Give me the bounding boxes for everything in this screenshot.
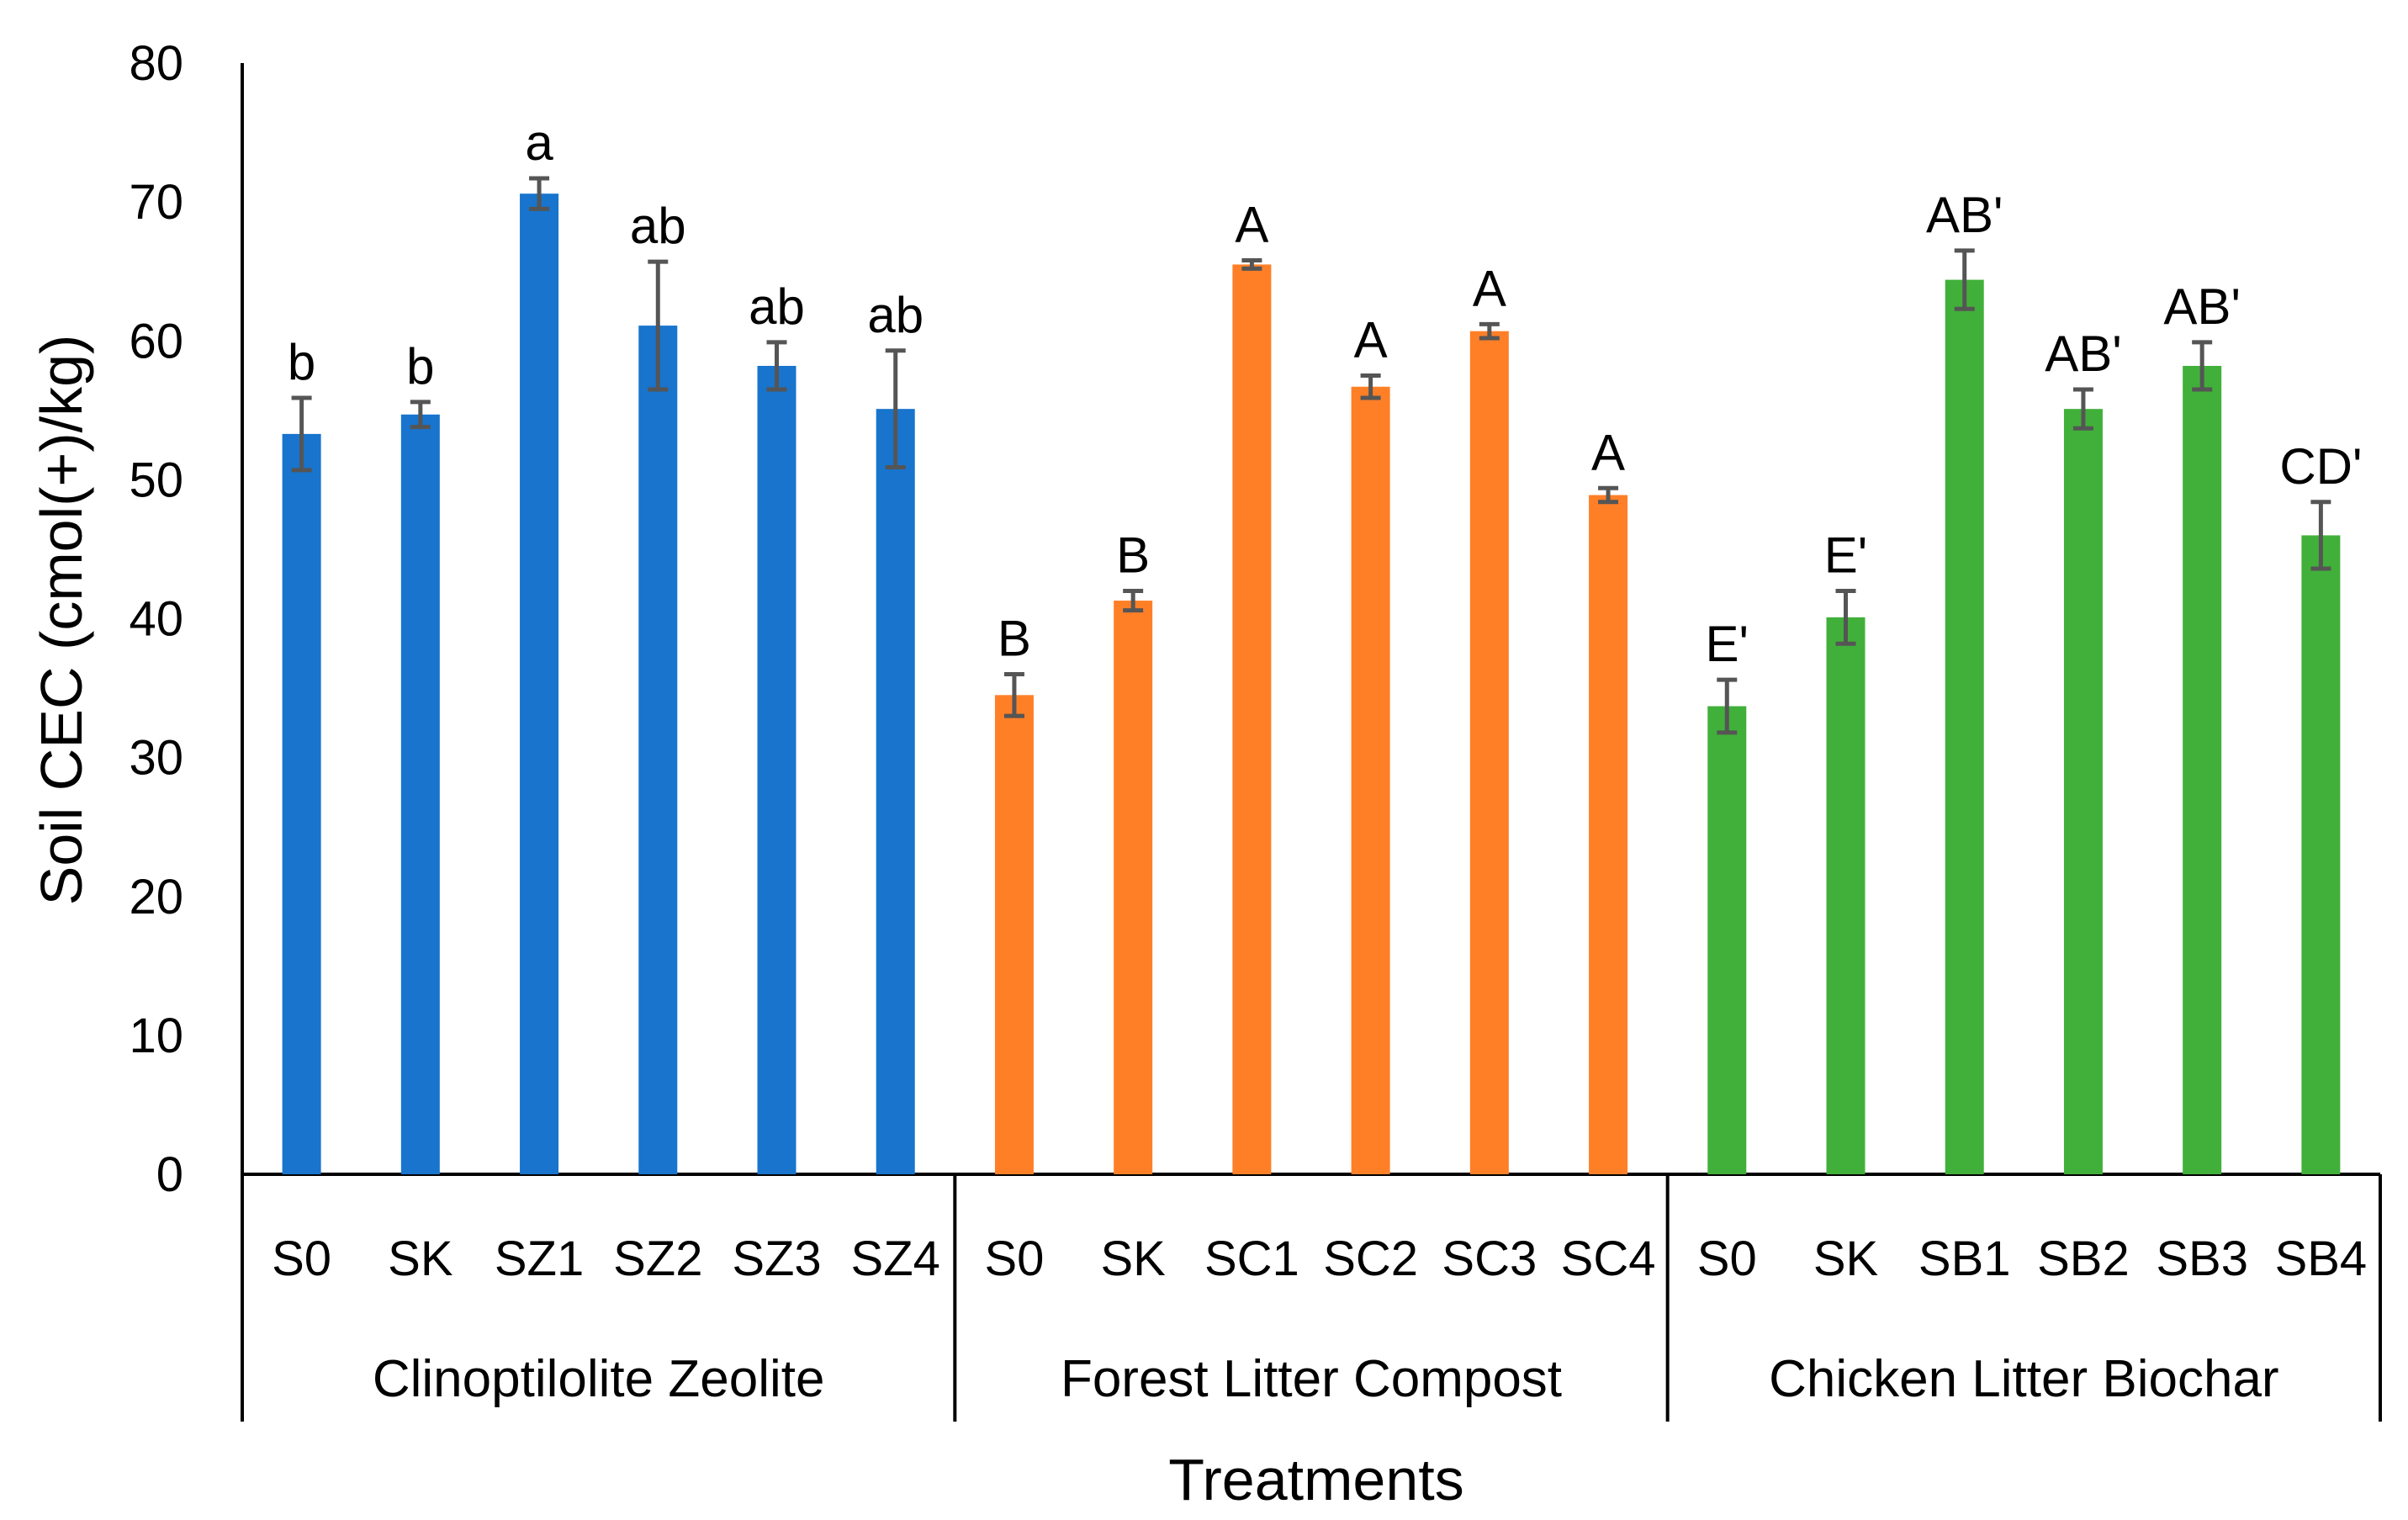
significance-label: b: [406, 338, 434, 395]
y-tick-label: 30: [129, 731, 183, 786]
bar-sc1-2: [1232, 264, 1272, 1174]
significance-label: B: [1116, 527, 1150, 583]
y-tick-label: 80: [129, 36, 183, 91]
bar-s0-1: [282, 433, 321, 1174]
y-tick-label: 70: [129, 175, 183, 230]
group-label: Forest Litter Compost: [1061, 1350, 1562, 1408]
significance-label: A: [1473, 260, 1506, 316]
x-tick-label: SK: [1100, 1231, 1166, 1286]
bar-s0-2: [994, 695, 1034, 1174]
bar-sz3-1: [757, 365, 796, 1174]
y-tick-label: 40: [129, 592, 183, 647]
x-tick-label: S0: [272, 1231, 331, 1286]
bar-sz4-1: [876, 409, 915, 1174]
bar-sb4-3: [2301, 535, 2341, 1174]
x-tick-label: SC3: [1442, 1231, 1537, 1286]
x-tick-label: SZ4: [851, 1231, 940, 1286]
bar-sc3-2: [1469, 331, 1509, 1174]
y-axis-title: Soil CEC (cmol(+)/kg): [29, 335, 94, 906]
bar-sz2-1: [638, 326, 678, 1174]
bar-s0-3: [1707, 706, 1747, 1174]
significance-label: a: [525, 114, 553, 171]
significance-label: b: [288, 334, 315, 390]
y-tick-label: 20: [129, 870, 183, 924]
significance-label: ab: [630, 198, 686, 254]
bar-sb3-3: [2183, 365, 2222, 1174]
group-label: Clinoptilolite Zeolite: [373, 1350, 825, 1408]
significance-label: B: [998, 611, 1031, 667]
significance-label: ab: [867, 287, 924, 343]
x-axis-title: Treatments: [1168, 1447, 1463, 1512]
bar-sc4-2: [1589, 495, 1628, 1174]
bar-sk-3: [1826, 617, 1866, 1174]
x-tick-label: S0: [984, 1231, 1044, 1286]
bar-sc2-2: [1351, 386, 1390, 1175]
x-tick-label: SC2: [1323, 1231, 1418, 1286]
bar-sz1-1: [520, 193, 559, 1174]
bar-sb1-3: [1945, 279, 1984, 1175]
significance-label: ab: [749, 278, 805, 335]
x-tick-label: SB4: [2275, 1231, 2368, 1286]
significance-label: AB': [2045, 326, 2122, 382]
significance-label: AB': [2163, 278, 2241, 335]
y-tick-label: 0: [156, 1147, 183, 1202]
x-tick-label: SZ3: [732, 1231, 821, 1286]
x-tick-label: SZ1: [495, 1231, 584, 1286]
significance-label: AB': [1926, 187, 2003, 243]
bar-sb2-3: [2063, 409, 2103, 1174]
x-tick-label: SZ2: [613, 1231, 702, 1286]
significance-label: A: [1591, 424, 1625, 480]
y-tick-label: 50: [129, 453, 183, 507]
significance-label: E': [1706, 616, 1749, 672]
plot-area: 0 10 20 30 40 50 60 70 80 b S0 b SK a SZ1 ab SZ2 ab SZ3 ab S…: [129, 36, 2382, 1422]
significance-label: E': [1824, 527, 1867, 583]
bar-sk-2: [1114, 601, 1153, 1174]
significance-label: A: [1235, 196, 1268, 252]
x-tick-label: SB2: [2037, 1231, 2130, 1286]
y-tick-label: 60: [129, 314, 183, 368]
x-tick-label: S0: [1697, 1231, 1757, 1286]
x-tick-label: SB1: [1918, 1231, 2011, 1286]
x-tick-label: SK: [1813, 1231, 1879, 1286]
bar-sk-1: [400, 414, 440, 1174]
x-tick-label: SK: [388, 1231, 453, 1286]
x-tick-label: SB3: [2156, 1231, 2248, 1286]
x-tick-label: SC4: [1561, 1231, 1656, 1286]
y-tick-label: 10: [129, 1009, 183, 1063]
significance-label: A: [1354, 312, 1388, 368]
x-tick-label: SC1: [1204, 1231, 1299, 1286]
significance-label: CD': [2279, 438, 2362, 495]
group-label: Chicken Litter Biochar: [1769, 1350, 2279, 1408]
